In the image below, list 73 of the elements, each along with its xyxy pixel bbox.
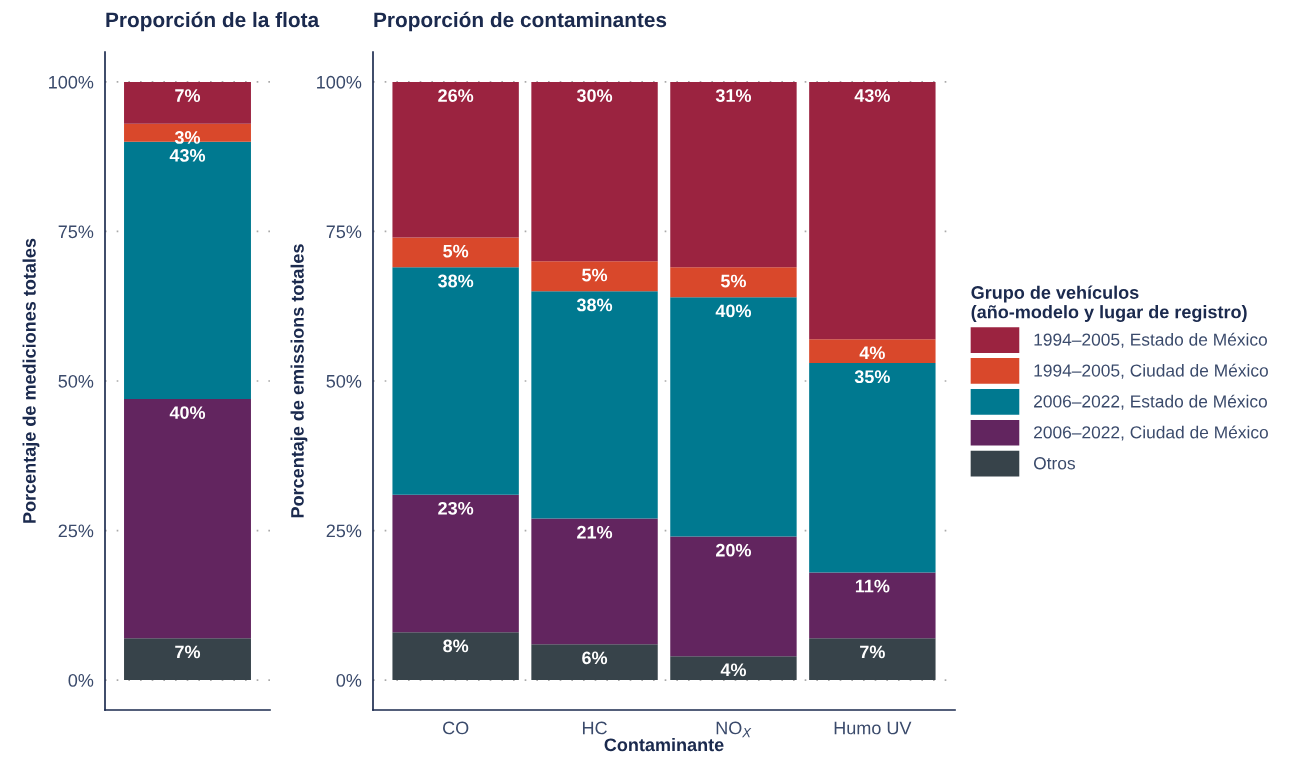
bar	[392, 81, 519, 238]
data-label: 7%	[175, 89, 201, 102]
y-tick-label: 75%	[58, 225, 94, 239]
legend-label: 2006–2022, Estado de México	[1034, 394, 1267, 410]
data-label: 4%	[859, 346, 885, 360]
data-label: 7%	[175, 645, 201, 659]
x-tick-label: HC	[582, 721, 607, 735]
legend-label: 2006–2022, Ciudad de México	[1034, 425, 1268, 441]
data-label: 38%	[576, 298, 613, 312]
y-tick-label: 75%	[326, 225, 362, 239]
y-tick-label: 50%	[326, 374, 362, 388]
bar	[670, 297, 797, 537]
bar	[392, 632, 519, 681]
data-label: 40%	[169, 406, 206, 419]
bar	[392, 237, 519, 268]
data-label: 11%	[855, 579, 890, 593]
data-label: 3%	[174, 131, 201, 144]
y-axis-title: Porcentaje de emissions totales	[290, 244, 308, 518]
y-tick-label: 0%	[68, 674, 94, 687]
bar	[392, 267, 519, 495]
data-label: 5%	[582, 268, 608, 282]
bar	[531, 291, 658, 519]
bar	[809, 638, 936, 681]
data-label: 35%	[854, 370, 890, 384]
y-axis-title: Porcentaje de mediciones totales	[22, 238, 40, 523]
bar	[531, 644, 658, 681]
bar	[124, 81, 251, 124]
x-tick-label: Humo UV	[834, 721, 912, 735]
chart-title: Proporción de la flota	[106, 11, 320, 32]
bar	[124, 123, 251, 142]
bar	[124, 638, 251, 681]
bar	[809, 572, 936, 639]
legend-label: 1994–2005, Ciudad de México	[1034, 363, 1268, 379]
bar	[670, 656, 797, 681]
data-label: 40%	[715, 304, 752, 318]
y-tick-label: 0%	[336, 674, 362, 687]
data-label: 31%	[715, 89, 752, 102]
data-label: 7%	[860, 645, 885, 659]
bar	[670, 81, 797, 268]
bar	[809, 81, 936, 340]
legend-label: Otros	[1034, 457, 1075, 470]
legend-title: Grupo de vehículos (año-modelo y lugar de registro)	[971, 285, 1247, 322]
data-label: 26%	[438, 89, 474, 102]
data-label: 43%	[854, 89, 890, 102]
data-label: 4%	[720, 663, 747, 677]
data-label: 21%	[577, 525, 613, 539]
y-tick-label: 25%	[326, 524, 362, 538]
bar	[809, 339, 936, 364]
data-label: 5%	[443, 244, 469, 258]
y-tick-label: 100%	[49, 75, 94, 89]
x-tick-label: CO	[443, 721, 469, 735]
data-label: 5%	[720, 274, 747, 288]
data-label: 20%	[716, 543, 752, 557]
data-label: 30%	[576, 89, 613, 102]
bar	[670, 267, 797, 298]
data-label: 38%	[437, 274, 474, 288]
bar	[670, 536, 797, 657]
data-label: 23%	[438, 501, 474, 515]
legend-label: 1994–2005, Estado de México	[1034, 332, 1267, 348]
bar	[531, 518, 658, 645]
data-label: 43%	[169, 148, 206, 162]
bar	[809, 363, 936, 573]
x-axis-title: Contaminante	[604, 737, 724, 752]
y-tick-label: 100%	[317, 75, 362, 89]
bar	[392, 494, 519, 633]
chart-title: Proporción de contaminantes	[374, 11, 667, 32]
x-tick-label: NO$_{X}$	[716, 721, 752, 738]
y-tick-label: 25%	[58, 524, 94, 538]
bar	[531, 261, 658, 292]
y-tick-label: 50%	[58, 374, 94, 388]
data-label: 6%	[582, 651, 608, 665]
data-label: 8%	[443, 639, 469, 653]
bar	[531, 81, 658, 262]
